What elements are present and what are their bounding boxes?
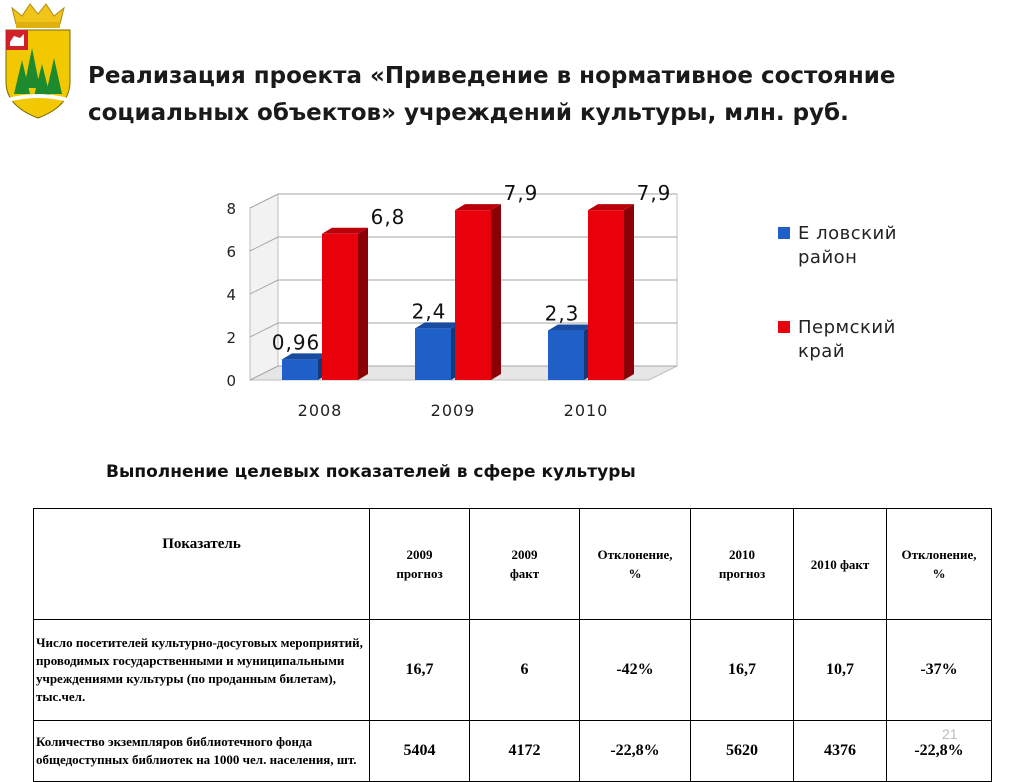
row-label: Количество экземпляров библиотечного фон… bbox=[33, 720, 370, 782]
table-row: Число посетителей культурно-досуговых ме… bbox=[33, 619, 992, 721]
gridline bbox=[249, 193, 677, 209]
y-tick-label: 2 bbox=[226, 329, 236, 347]
bar-front bbox=[415, 328, 451, 380]
legend-label-line1: Е ловский bbox=[798, 223, 897, 244]
bar-chart: 0 2 4 6 8 0,96 6,8 2008 2,4 7,9 2009 2,3 7,9 2010 bbox=[226, 181, 678, 420]
data-label: 7,9 bbox=[637, 181, 672, 205]
data-label: 0,96 bbox=[272, 330, 321, 354]
bar-top bbox=[415, 322, 461, 329]
legend-label-line2: район bbox=[798, 247, 858, 268]
gridline bbox=[249, 236, 677, 252]
header-indicator: Показатель bbox=[33, 508, 370, 620]
header-2009-forecast: 2009 прогноз bbox=[369, 508, 470, 620]
chart-legend: Е ловский район Пермский край bbox=[778, 222, 938, 364]
cell-2010-fact: 4376 bbox=[793, 720, 887, 782]
gridline bbox=[249, 365, 677, 381]
bar-side bbox=[358, 227, 368, 380]
y-tick-label: 8 bbox=[226, 200, 236, 218]
legend-swatch-red bbox=[778, 321, 790, 333]
x-tick-label: 2009 bbox=[431, 401, 476, 420]
legend-item-perm: Пермский край bbox=[778, 316, 938, 364]
y-tick-label: 6 bbox=[226, 243, 236, 261]
cell-2010-forecast: 16,7 bbox=[690, 619, 794, 721]
bar-front bbox=[548, 330, 584, 380]
table-header-row: Показатель 2009 прогноз 2009 факт Отклонен… bbox=[33, 508, 992, 620]
bar-side bbox=[624, 204, 634, 380]
header-2009-fact: 2009 факт bbox=[469, 508, 580, 620]
indicators-table: Показатель 2009 прогноз 2009 факт Отклонен… bbox=[33, 508, 992, 782]
bar-side bbox=[491, 204, 501, 380]
bar-top bbox=[322, 227, 368, 234]
cell-2010-forecast: 5620 bbox=[690, 720, 794, 782]
title-line-1: Реализация проекта «Приведение в нормати… bbox=[88, 63, 896, 89]
cell-deviation-2009: -42% bbox=[579, 619, 691, 721]
page-title: Реализация проекта «Приведение в нормати… bbox=[88, 58, 988, 132]
cell-2009-fact: 6 bbox=[469, 619, 580, 721]
bar-top bbox=[282, 353, 328, 360]
data-label: 6,8 bbox=[371, 205, 406, 229]
cell-deviation-2009: -22,8% bbox=[579, 720, 691, 782]
legend-item-elovsky: Е ловский район bbox=[778, 222, 938, 270]
bar-top bbox=[588, 204, 634, 211]
gridline bbox=[249, 322, 677, 338]
cell-2009-forecast: 5404 bbox=[369, 720, 470, 782]
table-title: Выполнение целевых показателей в сфере к… bbox=[106, 462, 636, 482]
cell-2009-fact: 4172 bbox=[469, 720, 580, 782]
x-tick-label: 2008 bbox=[298, 401, 343, 420]
legend-label-line1: Пермский bbox=[798, 317, 896, 338]
data-label: 2,4 bbox=[412, 299, 447, 323]
cell-2009-forecast: 16,7 bbox=[369, 619, 470, 721]
x-tick-label: 2010 bbox=[564, 401, 609, 420]
coat-of-arms-icon bbox=[2, 2, 74, 120]
data-label: 2,3 bbox=[545, 302, 580, 326]
legend-label-line2: край bbox=[798, 341, 846, 362]
y-tick-label: 0 bbox=[226, 372, 236, 390]
bar-top bbox=[548, 324, 594, 331]
cell-deviation-2010: -22,8% bbox=[886, 720, 992, 782]
table-row: Количество экземпляров библиотечного фон… bbox=[33, 720, 992, 782]
bar-front bbox=[322, 233, 358, 380]
data-label: 7,9 bbox=[504, 181, 539, 205]
bar-front bbox=[588, 210, 624, 380]
row-label: Число посетителей культурно-досуговых ме… bbox=[33, 619, 370, 721]
header-deviation-2010: Отклонение,% bbox=[886, 508, 992, 620]
bar-front bbox=[455, 210, 491, 380]
gridline bbox=[249, 279, 677, 295]
bar-front bbox=[282, 359, 318, 380]
y-tick-label: 4 bbox=[226, 286, 236, 304]
header-deviation-2009: Отклонение,% bbox=[579, 508, 691, 620]
header-2010-forecast: 2010 прогноз bbox=[690, 508, 794, 620]
bar-top bbox=[455, 204, 501, 211]
page-number: 21 bbox=[942, 726, 958, 742]
header-2010-fact: 2010 факт bbox=[793, 508, 887, 620]
cell-2010-fact: 10,7 bbox=[793, 619, 887, 721]
title-line-2: социальных объектов» учреждений культуры… bbox=[88, 100, 849, 126]
cell-deviation-2010: -37% bbox=[886, 619, 992, 721]
legend-swatch-blue bbox=[778, 227, 790, 239]
